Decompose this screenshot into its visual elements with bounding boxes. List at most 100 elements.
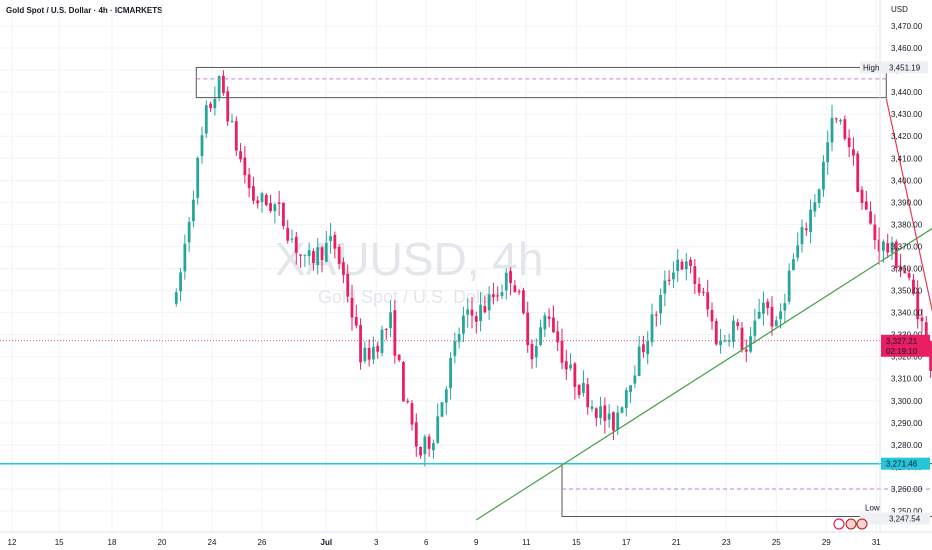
countdown-timer: 02:19:10 — [886, 347, 918, 356]
candle-down — [573, 363, 577, 387]
time-tick-label: 9 — [474, 538, 479, 547]
candle-up — [449, 357, 452, 389]
candle-up — [479, 304, 482, 321]
price-tick-label: 3,250.00 — [891, 507, 923, 516]
candle-up — [582, 382, 585, 394]
candle-up — [174, 292, 178, 304]
candle-up — [787, 270, 791, 302]
candle-up — [462, 315, 465, 334]
candle-down — [333, 234, 337, 249]
candle-down — [907, 273, 911, 278]
candles — [174, 70, 932, 467]
candle-down — [642, 344, 645, 353]
candle-up — [183, 243, 187, 272]
watermark-description: Gold Spot / U.S. Dollar — [318, 287, 500, 307]
candle-up — [436, 416, 440, 443]
price-tick-label: 3,400.00 — [891, 176, 923, 185]
candle-down — [282, 202, 285, 227]
price-tick-label: 3,440.00 — [891, 88, 923, 97]
candle-down — [552, 317, 555, 333]
candle-down — [474, 316, 478, 322]
price-axis[interactable]: 3,470.003,460.003,450.003,440.003,430.00… — [891, 22, 923, 516]
high-marker-bg — [860, 61, 928, 74]
candle-up — [444, 389, 448, 403]
candle-down — [509, 271, 512, 284]
candle-up — [329, 236, 332, 242]
high-value: 3,451.19 — [889, 63, 921, 72]
candle-up — [624, 390, 628, 408]
candle-up — [783, 303, 787, 311]
candle-up — [213, 98, 217, 109]
candle-down — [264, 195, 268, 206]
candle-up — [779, 311, 782, 320]
price-tick-label: 3,320.00 — [891, 353, 923, 362]
candle-down — [312, 251, 315, 263]
candle-up — [809, 209, 812, 233]
candle-down — [393, 310, 397, 356]
support-value: 3,271.46 — [886, 460, 918, 469]
candle-down — [697, 283, 701, 293]
price-tick-label: 3,410.00 — [891, 154, 923, 163]
candle-up — [457, 334, 461, 342]
candle-up — [307, 250, 311, 257]
candle-up — [466, 309, 470, 315]
candle-up — [487, 294, 491, 311]
candle-down — [899, 266, 902, 270]
candle-down — [410, 403, 414, 425]
price-tick-label: 3,380.00 — [891, 220, 923, 229]
time-axis-icons[interactable] — [833, 518, 868, 530]
time-tick-label: 26 — [258, 538, 267, 547]
candle-down — [894, 241, 898, 269]
candle-up — [792, 259, 795, 271]
chart-grid — [0, 0, 880, 532]
candle-up — [800, 227, 804, 245]
candle-down — [286, 227, 290, 241]
candle-down — [234, 121, 238, 151]
candle-up — [762, 302, 765, 314]
candle-down — [886, 243, 890, 253]
candle-down — [710, 310, 714, 322]
candle-up — [774, 320, 778, 327]
price-tick-label: 3,420.00 — [891, 132, 923, 141]
candle-down — [929, 341, 932, 372]
candle-up — [179, 272, 182, 292]
candle-up — [504, 272, 508, 291]
candle-down — [740, 327, 744, 351]
candle-up — [590, 406, 594, 409]
low-label: Low — [865, 503, 880, 512]
candle-down — [496, 295, 500, 297]
candle-down — [556, 331, 560, 343]
candle-down — [470, 309, 474, 316]
candle-up — [633, 375, 637, 384]
candle-down — [612, 412, 615, 431]
candle-down — [873, 224, 877, 241]
drawings-front[interactable] — [0, 66, 932, 521]
candle-up — [890, 242, 894, 253]
candle-down — [492, 294, 495, 298]
time-tick-label: 15 — [572, 538, 581, 547]
candle-up — [629, 385, 632, 392]
time-axis[interactable]: 12 15 18 20 24 26 Jul 3 6 9 11 15 17 21 23 25 29 31 — [8, 538, 882, 547]
flag-event-icon — [856, 518, 868, 530]
candle-up — [727, 340, 731, 342]
candle-up — [826, 142, 830, 163]
candle-down — [406, 401, 410, 403]
candle-up — [637, 346, 641, 376]
candle-up — [230, 120, 234, 122]
candle-down — [560, 340, 564, 363]
candle-down — [693, 266, 697, 285]
candle-up — [200, 135, 204, 157]
time-tick-label: 11 — [522, 538, 531, 547]
candle-down — [277, 202, 281, 204]
candle-up — [187, 221, 191, 243]
low-marker-bg — [860, 512, 930, 525]
candle-down — [856, 153, 860, 192]
candle-up — [620, 407, 624, 413]
watermark-symbol: XAUUSD, 4h — [275, 233, 543, 285]
candle-down — [586, 384, 590, 408]
candle-down — [843, 119, 847, 139]
candle-down — [852, 149, 855, 156]
price-tick-label: 3,350.00 — [891, 287, 923, 296]
